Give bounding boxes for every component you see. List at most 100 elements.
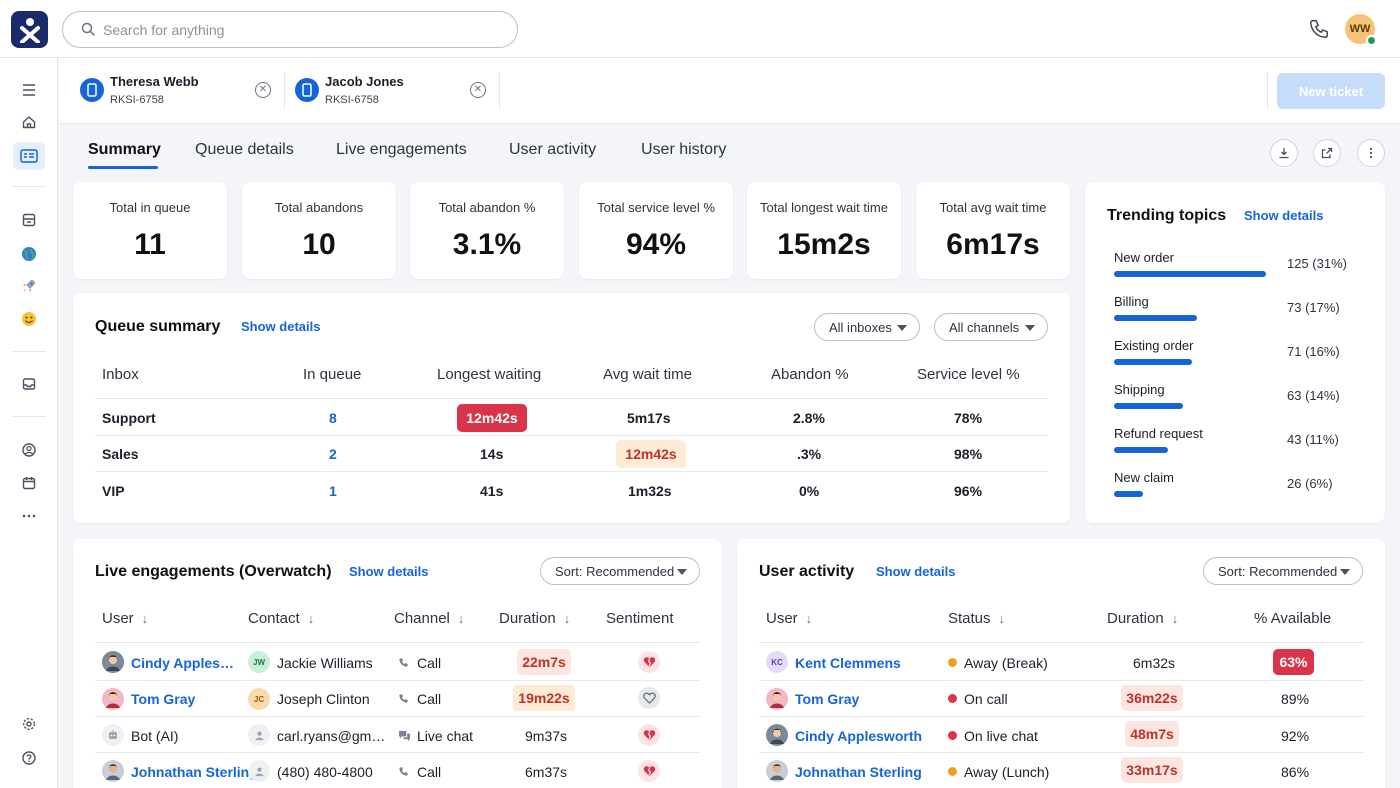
tab-user-activity[interactable]: User activity [509, 141, 597, 158]
activity-sort-value: Sort: Recommended [1218, 563, 1338, 579]
user-circle-icon[interactable] [13, 436, 45, 464]
tab-live-engagements[interactable]: Live engagements [336, 141, 467, 158]
mobile-device-icon [295, 78, 319, 102]
phone-icon[interactable] [1308, 18, 1330, 43]
column-header-contact[interactable]: Contact ↓ [248, 610, 314, 627]
column-header-duration[interactable]: Duration ↓ [1107, 610, 1178, 627]
queue-count-link[interactable]: 2 [329, 446, 337, 462]
channel-label: Call [417, 691, 442, 707]
topic-name: Shipping [1114, 382, 1165, 397]
user-avatar[interactable]: WW [1345, 14, 1377, 46]
queue-show-details-link[interactable]: Show details [241, 319, 321, 334]
column-header-user[interactable]: User ↓ [102, 610, 148, 627]
ticket-bar: Theresa Webb RKSI-6758 ✕ Jacob Jones RKS… [59, 58, 1400, 124]
duration-badge: 36m22s [1121, 685, 1183, 711]
stat-label: Total in queue [109, 200, 191, 215]
live-user-link[interactable]: Tom Gray [131, 691, 196, 707]
duration-badge: 22m7s [517, 649, 571, 675]
globe-icon[interactable] [13, 240, 45, 268]
tab-queue-details[interactable]: Queue details [195, 141, 294, 158]
calendar-icon[interactable] [13, 469, 45, 497]
queue-count-link[interactable]: 1 [329, 483, 337, 499]
inbox-stack-icon[interactable] [13, 206, 45, 234]
app-logo[interactable] [11, 11, 48, 48]
duration-badge: 33m17s [1121, 757, 1183, 783]
more-horizontal-icon[interactable] [13, 502, 45, 530]
close-ticket-icon[interactable]: ✕ [255, 82, 271, 98]
channel-filter-value: All channels [949, 319, 1020, 335]
sidebar-divider [12, 351, 46, 352]
channel-label: Call [417, 655, 442, 671]
queue-inbox-name: VIP [102, 483, 125, 499]
emoji-icon[interactable] [13, 305, 45, 333]
abandon-value: 0% [799, 483, 820, 499]
live-sort-dropdown[interactable]: Sort: Recommended [540, 557, 700, 585]
activity-show-details-link[interactable]: Show details [876, 564, 956, 579]
live-user-link[interactable]: Johnathan Sterling [131, 764, 258, 780]
status-away-dot [948, 767, 957, 776]
activity-sort-dropdown[interactable]: Sort: Recommended [1203, 557, 1363, 585]
dashboard-icon[interactable] [13, 142, 45, 170]
more-options-button[interactable] [1357, 139, 1385, 167]
call-icon [399, 767, 408, 776]
channel-cell: Call [398, 655, 441, 671]
search-input[interactable]: Search for anything [62, 11, 518, 48]
help-icon[interactable] [13, 744, 45, 772]
channel-label: Live chat [417, 728, 474, 744]
ticket-divider [284, 72, 285, 110]
activity-user-link[interactable]: Cindy Applesworth [795, 728, 923, 744]
tab-user-history[interactable]: User history [641, 141, 727, 158]
user-avatar [766, 724, 788, 746]
status-busy-dot [948, 731, 957, 740]
ticket-tab[interactable]: Theresa Webb RKSI-6758 ✕ [80, 72, 272, 110]
user-avatar [102, 688, 124, 710]
ticket-tab[interactable]: Jacob Jones RKSI-6758 ✕ [295, 72, 487, 110]
channel-filter-dropdown[interactable]: All channels [934, 313, 1048, 341]
stat-card-total-in-queue: Total in queue 11 [73, 182, 227, 279]
tab-summary[interactable]: Summary [88, 141, 161, 158]
column-header-duration[interactable]: Duration ↓ [499, 610, 570, 627]
topic-value: 71 (16%) [1287, 344, 1340, 359]
stat-card-total-avg-wait: Total avg wait time 6m17s [916, 182, 1070, 279]
queue-count-link[interactable]: 8 [329, 410, 337, 426]
table-divider [759, 680, 1364, 681]
rocket-icon[interactable] [13, 272, 45, 300]
tray-icon[interactable] [13, 370, 45, 398]
close-ticket-icon[interactable]: ✕ [470, 82, 486, 98]
stat-card-total-abandons: Total abandons 10 [242, 182, 396, 279]
status-label: Away (Lunch) [964, 764, 1050, 780]
avg-wait-value: 1m32s [628, 483, 672, 499]
menu-icon[interactable] [13, 76, 45, 104]
contact-email: carl.ryans@gmail.com [277, 728, 387, 744]
table-divider [759, 716, 1364, 717]
chevron-down-icon [897, 325, 907, 331]
activity-user-link[interactable]: Kent Clemmens [795, 655, 901, 671]
status-label: Away (Break) [964, 655, 1048, 671]
trending-show-details-link[interactable]: Show details [1244, 208, 1324, 223]
download-button[interactable] [1270, 139, 1298, 167]
trending-topics-title: Trending topics [1107, 207, 1227, 224]
inbox-filter-dropdown[interactable]: All inboxes [814, 313, 920, 341]
column-header-channel[interactable]: Channel ↓ [394, 610, 464, 627]
column-header-status[interactable]: Status ↓ [948, 610, 1005, 627]
table-divider [95, 716, 700, 717]
column-header-user[interactable]: User ↓ [766, 610, 812, 627]
topic-name: Refund request [1114, 426, 1203, 441]
settings-gear-icon[interactable] [13, 710, 45, 738]
open-external-button[interactable] [1313, 139, 1341, 167]
new-ticket-button[interactable]: New ticket [1277, 73, 1385, 109]
activity-user-link[interactable]: Tom Gray [795, 691, 860, 707]
stat-card-total-service-level: Total service level % 94% [579, 182, 733, 279]
live-user-link[interactable]: Cindy Applesworth [131, 655, 243, 671]
table-divider [95, 642, 700, 643]
stat-card-total-longest-wait: Total longest wait time 15m2s [747, 182, 901, 279]
sidebar-divider [12, 186, 46, 187]
duration-badge: 48m7s [1125, 721, 1179, 747]
live-engagements-title: Live engagements (Overwatch) [95, 563, 332, 580]
header-label: Channel [394, 610, 450, 627]
header-label: User [102, 610, 134, 627]
live-show-details-link[interactable]: Show details [349, 564, 429, 579]
home-icon[interactable] [13, 108, 45, 136]
activity-user-link[interactable]: Johnathan Sterling [795, 764, 922, 780]
mobile-device-icon [80, 78, 104, 102]
